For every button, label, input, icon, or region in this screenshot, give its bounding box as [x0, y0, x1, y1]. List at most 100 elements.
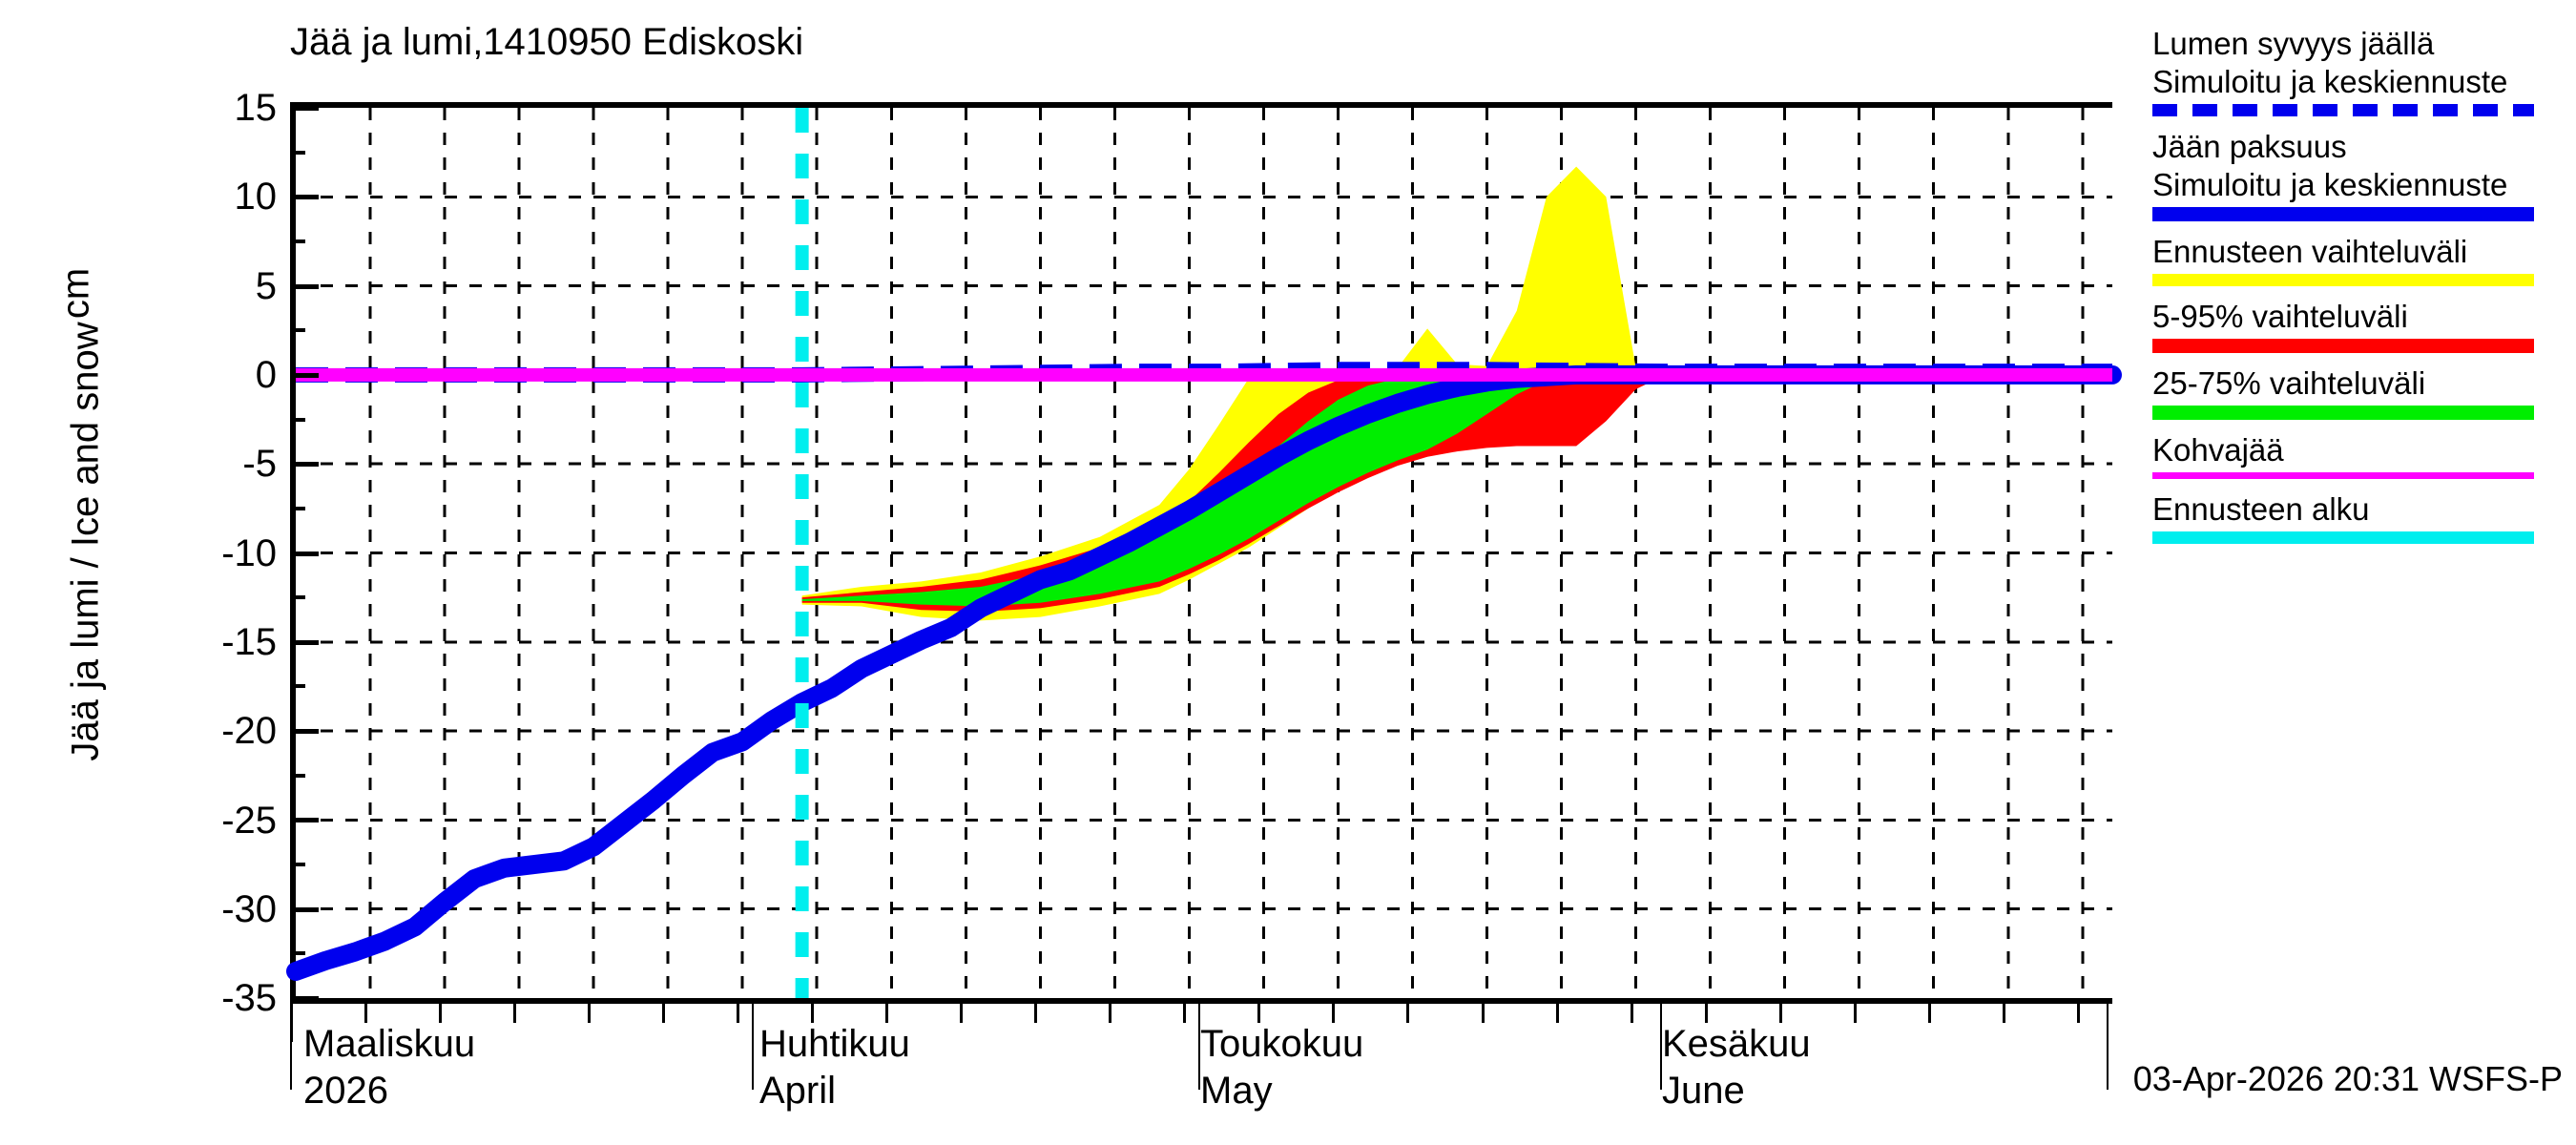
- y-tick-mark: [290, 195, 319, 200]
- y-tick-label: 0: [255, 354, 277, 396]
- legend-item-slush-ice: Kohvajää: [2152, 431, 2572, 479]
- legend-item-snow-depth: Lumen syvyys jäällä Simuloitu ja keskien…: [2152, 25, 2572, 116]
- legend-swatch-blue-solid-icon: [2152, 207, 2534, 221]
- legend-label: Kohvajää: [2152, 432, 2284, 468]
- x-tick-mark-minor: [2076, 1004, 2080, 1023]
- legend-label: Jään paksuus: [2152, 129, 2347, 164]
- x-tick-mark-minor: [1332, 1004, 1336, 1023]
- legend-label: 5-95% vaihteluväli: [2152, 299, 2408, 334]
- x-label-line2: June: [1662, 1070, 1745, 1112]
- footer-timestamp: 03-Apr-2026 20:31 WSFS-P: [2132, 1059, 2563, 1098]
- x-axis-end-separator: [2107, 1004, 2109, 1090]
- y-tick-mark: [290, 106, 319, 111]
- y-tick-mark: [290, 462, 319, 468]
- y-tick-mark-minor: [290, 951, 305, 956]
- legend: Lumen syvyys jäällä Simuloitu ja keskien…: [2152, 25, 2572, 555]
- x-label-line1: Kesäkuu: [1662, 1023, 1811, 1065]
- x-tick-mark-minor: [1927, 1004, 1931, 1023]
- legend-label: 25-75% vaihteluväli: [2152, 365, 2426, 401]
- legend-label: Ennusteen alku: [2152, 491, 2370, 527]
- x-month-separator: [290, 1004, 292, 1090]
- y-tick-mark-minor: [290, 595, 305, 600]
- x-tick-mark-minor: [1555, 1004, 1559, 1023]
- y-tick-mark-minor: [290, 773, 305, 778]
- legend-sublabel: Simuloitu ja keskiennuste: [2152, 64, 2508, 99]
- x-tick-mark-minor: [439, 1004, 443, 1023]
- x-tick-mark-minor: [1406, 1004, 1410, 1023]
- x-tick-mark-minor: [811, 1004, 815, 1023]
- x-tick-mark-minor: [1630, 1004, 1633, 1023]
- y-tick-mark: [290, 818, 319, 823]
- legend-swatch-cyan-dashed-icon: [2152, 531, 2534, 544]
- y-tick-label: -30: [221, 888, 277, 930]
- x-label-line2: 2026: [303, 1070, 388, 1112]
- y-tick-mark-minor: [290, 506, 305, 510]
- y-tick-label: -25: [221, 800, 277, 842]
- legend-item-forecast-range: Ennusteen vaihteluväli: [2152, 233, 2572, 286]
- y-tick-mark: [290, 551, 319, 556]
- chart-canvas: [286, 108, 2122, 998]
- x-tick-mark-minor: [662, 1004, 666, 1023]
- x-tick-mark-minor: [960, 1004, 964, 1023]
- y-tick-mark-minor: [290, 328, 305, 333]
- x-axis-label-group: Kesäkuu June: [1662, 1023, 1811, 1113]
- y-tick-label: 5: [255, 265, 277, 307]
- y-tick-mark-minor: [290, 863, 305, 867]
- y-tick-mark: [290, 372, 319, 378]
- y-tick-mark: [290, 996, 319, 1001]
- y-axis-tick-labels: 15 10 5 0 -5 -10 -15 -20 -25 -30 -35: [105, 0, 277, 1145]
- x-month-separator: [1198, 1004, 1200, 1090]
- legend-label: Ennusteen vaihteluväli: [2152, 234, 2468, 269]
- x-label-line2: May: [1200, 1070, 1273, 1112]
- plot-top-border: [290, 102, 2112, 108]
- x-label-line1: Toukokuu: [1200, 1023, 1364, 1065]
- x-tick-mark-minor: [364, 1004, 368, 1023]
- y-tick-label: -35: [221, 977, 277, 1019]
- x-tick-mark-minor: [588, 1004, 592, 1023]
- page-title: Jää ja lumi,1410950 Ediskoski: [290, 21, 804, 63]
- y-tick-mark-minor: [290, 417, 305, 422]
- x-label-line2: April: [759, 1070, 837, 1112]
- legend-item-ice-thickness: Jään paksuus Simuloitu ja keskiennuste: [2152, 128, 2572, 221]
- legend-swatch-blue-dashed-icon: [2152, 104, 2534, 116]
- x-tick-mark-minor: [1183, 1004, 1187, 1023]
- x-tick-mark-minor: [1034, 1004, 1038, 1023]
- y-tick-label: -15: [221, 621, 277, 663]
- legend-item-5-95-range: 5-95% vaihteluväli: [2152, 298, 2572, 353]
- y-tick-mark: [290, 639, 319, 645]
- x-tick-mark-minor: [1481, 1004, 1485, 1023]
- x-axis-label-group: Toukokuu May: [1200, 1023, 1363, 1113]
- y-tick-mark-minor: [290, 150, 305, 155]
- y-tick-mark: [290, 283, 319, 289]
- x-label-line1: Huhtikuu: [759, 1023, 910, 1065]
- y-axis-unit: cm: [54, 267, 97, 320]
- y-tick-label: 15: [234, 87, 278, 129]
- x-tick-mark-minor: [1778, 1004, 1782, 1023]
- y-tick-mark: [290, 906, 319, 912]
- y-tick-label: -10: [221, 532, 277, 574]
- x-label-line1: Maaliskuu: [303, 1023, 476, 1065]
- y-tick-mark-minor: [290, 239, 305, 243]
- y-tick-mark: [290, 729, 319, 735]
- x-axis-label-group: Maaliskuu 2026: [303, 1023, 475, 1113]
- x-tick-mark-minor: [885, 1004, 889, 1023]
- y-tick-label: 10: [234, 176, 278, 218]
- legend-sublabel: Simuloitu ja keskiennuste: [2152, 167, 2508, 202]
- legend-swatch-green-icon: [2152, 406, 2534, 420]
- x-tick-mark-minor: [1853, 1004, 1857, 1023]
- x-tick-mark-minor: [1109, 1004, 1112, 1023]
- legend-swatch-magenta-icon: [2152, 472, 2534, 479]
- legend-label: Lumen syvyys jäällä: [2152, 26, 2435, 61]
- legend-swatch-red-icon: [2152, 339, 2534, 353]
- x-tick-mark-minor: [1704, 1004, 1708, 1023]
- x-tick-mark-minor: [737, 1004, 740, 1023]
- x-month-separator: [1659, 1004, 1662, 1090]
- y-tick-label: -20: [221, 710, 277, 752]
- legend-item-25-75-range: 25-75% vaihteluväli: [2152, 364, 2572, 420]
- legend-swatch-yellow-icon: [2152, 274, 2534, 286]
- x-tick-mark-minor: [1257, 1004, 1261, 1023]
- y-tick-mark-minor: [290, 684, 305, 689]
- x-tick-mark-minor: [513, 1004, 517, 1023]
- y-tick-label: -5: [242, 443, 277, 485]
